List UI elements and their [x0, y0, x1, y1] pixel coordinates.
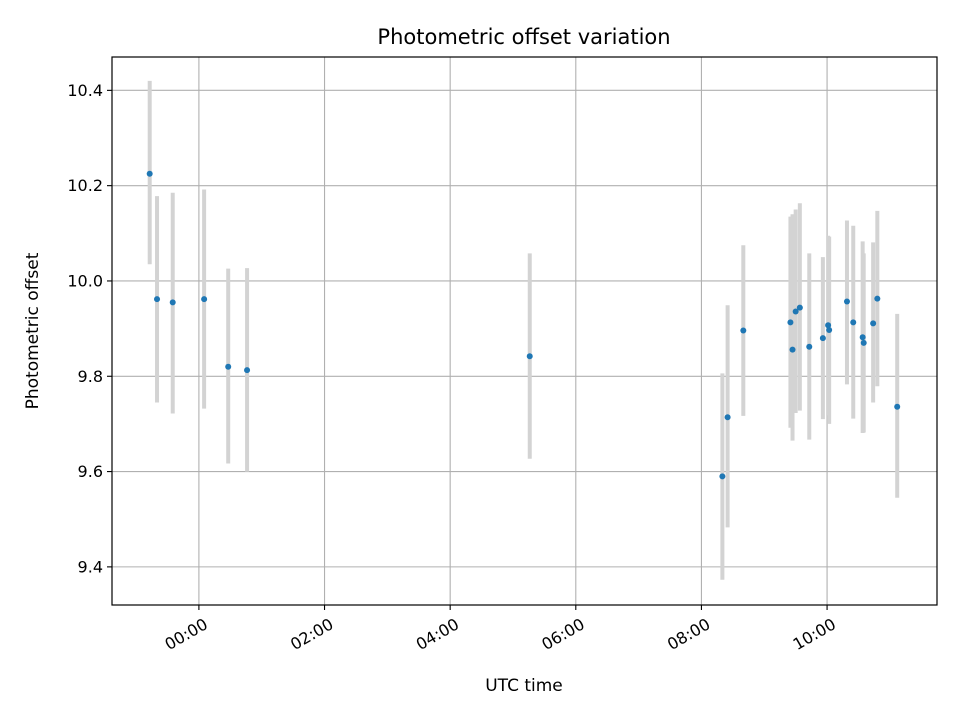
data-point — [859, 334, 866, 341]
data-point — [850, 319, 857, 326]
data-point — [806, 343, 813, 350]
data-point — [860, 339, 867, 346]
data-point — [724, 414, 731, 421]
y-tick-label: 9.6 — [78, 462, 103, 481]
data-point — [787, 319, 794, 326]
data-point — [796, 304, 803, 311]
data-point — [792, 308, 799, 315]
data-point — [201, 296, 208, 303]
data-point — [146, 170, 153, 177]
data-point — [894, 403, 901, 410]
point-layer — [146, 170, 901, 480]
y-tick-label: 10.0 — [67, 271, 103, 290]
plot-area-frame — [111, 56, 938, 606]
y-tick-label: 10.2 — [67, 176, 103, 195]
data-point — [225, 363, 232, 370]
data-point — [843, 298, 850, 305]
x-axis-label: UTC time — [485, 676, 563, 696]
data-point — [874, 295, 881, 302]
chart-title: Photometric offset variation — [377, 25, 670, 49]
data-point — [719, 473, 726, 480]
data-point — [825, 322, 832, 329]
data-point — [819, 335, 826, 342]
y-tick-label: 10.4 — [67, 81, 103, 100]
data-point — [740, 327, 747, 334]
data-point — [789, 346, 796, 353]
data-point — [169, 299, 176, 306]
data-point — [826, 327, 833, 334]
data-point — [154, 296, 161, 303]
y-axis-label: Photometric offset — [23, 252, 43, 409]
data-point — [870, 320, 877, 327]
data-point — [244, 367, 251, 374]
y-tick-label: 9.4 — [78, 557, 103, 576]
data-point — [526, 353, 533, 360]
y-tick-label: 9.8 — [78, 367, 103, 386]
